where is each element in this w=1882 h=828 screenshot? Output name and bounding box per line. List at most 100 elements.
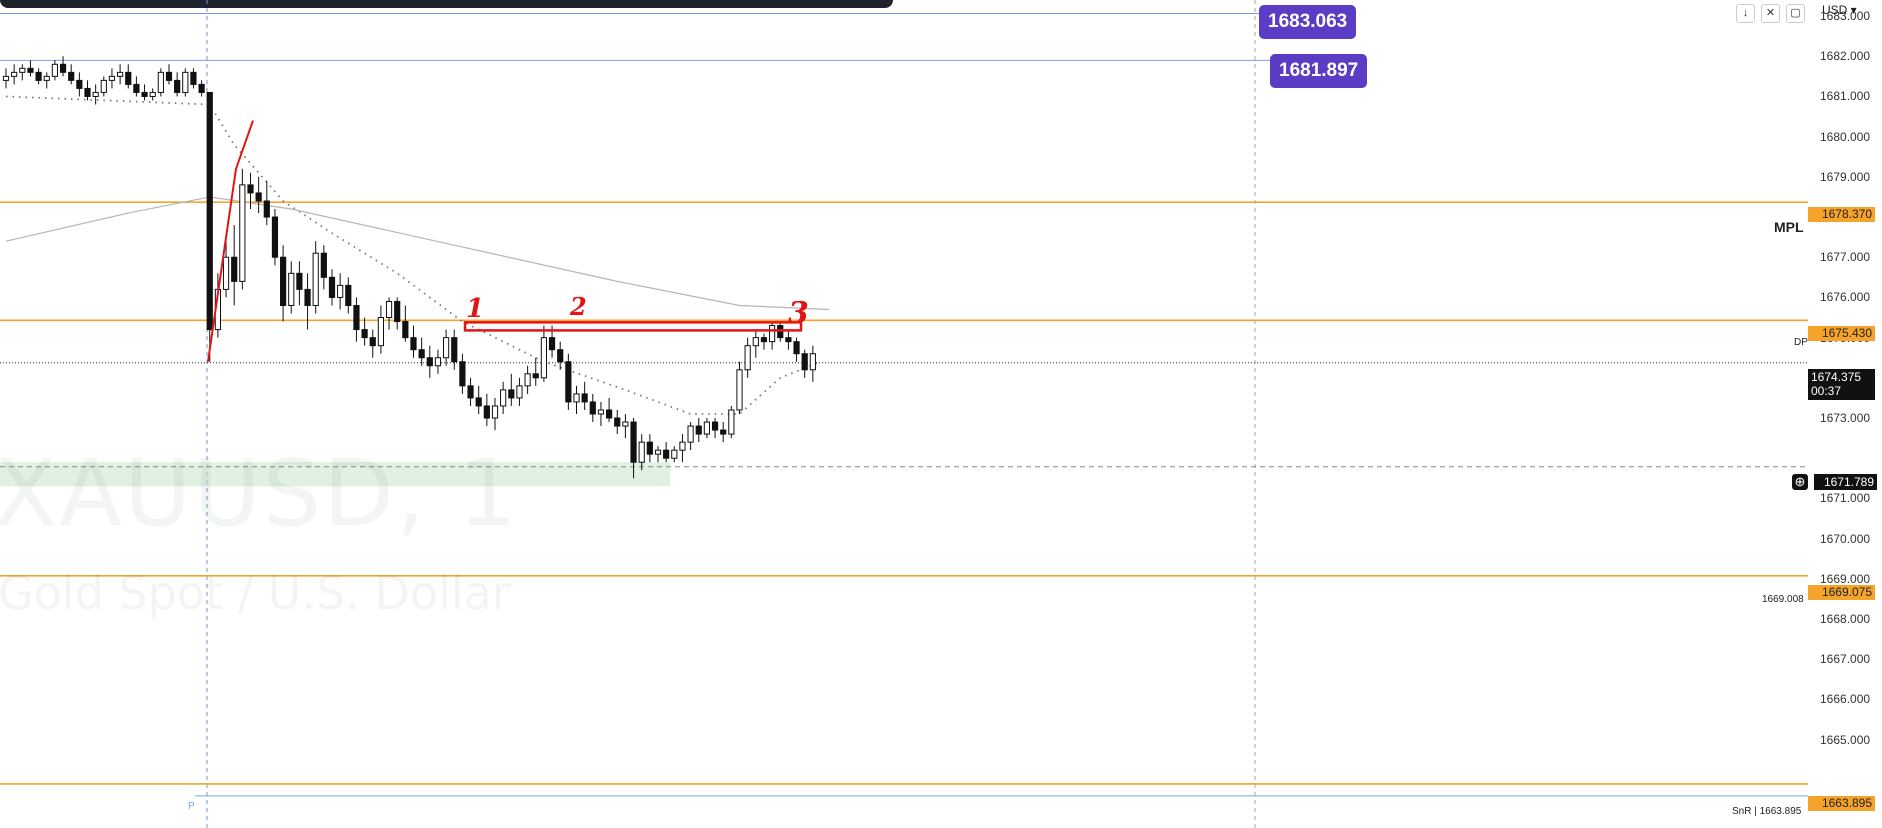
candle	[475, 385, 482, 414]
candle	[589, 393, 596, 423]
candle	[451, 329, 458, 370]
symbol-watermark: XAUUSD, 1	[0, 440, 519, 547]
candle-body	[581, 393, 588, 403]
candle	[671, 446, 678, 463]
top-toolbar	[0, 0, 893, 8]
candle	[565, 353, 572, 410]
level-tag-1663: 1663.895	[1808, 796, 1875, 811]
price-chart[interactable]	[0, 0, 1808, 828]
candle	[141, 84, 148, 101]
candle-body	[377, 317, 384, 347]
candle-body	[2, 75, 10, 81]
price-axis[interactable]	[1808, 0, 1882, 828]
currency-selector[interactable]: USD ▾	[1822, 3, 1857, 17]
candle	[581, 381, 588, 410]
candle-body	[695, 425, 702, 435]
candle	[263, 180, 270, 226]
candle	[84, 80, 91, 101]
level-label-1683[interactable]: 1683.063	[1259, 5, 1357, 39]
candle-body	[271, 216, 279, 258]
candle	[459, 353, 466, 394]
candle	[206, 91, 213, 362]
candle-body	[630, 421, 637, 463]
candle	[679, 434, 686, 463]
candle-body	[606, 409, 613, 419]
price-tick: 1667.000	[1820, 652, 1871, 667]
candle-body	[443, 337, 450, 359]
candle	[426, 345, 433, 378]
candle	[769, 321, 776, 350]
maximize-icon[interactable]: ▢	[1786, 4, 1805, 23]
candle	[43, 72, 50, 89]
candle-body	[793, 341, 800, 355]
candle	[353, 297, 360, 342]
candle-body	[491, 405, 499, 419]
candle	[467, 377, 474, 406]
candle	[728, 405, 735, 439]
arrow-down-icon[interactable]: ↓	[1736, 4, 1755, 23]
candle	[646, 434, 653, 463]
candle	[125, 64, 132, 89]
candle-body	[573, 393, 580, 403]
candle-body	[703, 421, 710, 435]
candle-body	[43, 75, 50, 81]
candle-body	[728, 409, 735, 435]
candle	[524, 365, 531, 394]
candle	[92, 84, 99, 105]
price-tick: 1683.000	[1820, 9, 1871, 24]
candle	[328, 269, 336, 306]
candle	[809, 345, 816, 382]
indicator-dotted-ma	[5, 95, 822, 415]
candle-body	[190, 71, 197, 85]
candle	[793, 337, 800, 362]
candle	[361, 317, 368, 346]
candle-body	[206, 91, 213, 331]
candle-body	[402, 321, 409, 339]
candle-body	[434, 357, 442, 367]
candle-body	[418, 349, 425, 359]
candle-body	[141, 91, 148, 97]
candle-body	[508, 389, 515, 399]
candle	[2, 68, 10, 89]
candle-body	[68, 71, 75, 81]
candle	[247, 172, 254, 210]
candle	[304, 273, 311, 330]
candle	[622, 414, 629, 439]
candle	[557, 341, 564, 370]
candle-body	[524, 373, 531, 387]
candle	[443, 329, 450, 366]
candle-body	[394, 300, 401, 323]
candle	[720, 422, 727, 443]
candle-body	[84, 87, 91, 97]
candle-body	[801, 353, 808, 371]
candle-body	[239, 184, 246, 282]
candle-body	[385, 300, 393, 319]
price-tick: 1677.000	[1820, 250, 1871, 265]
candle	[402, 305, 409, 342]
candle	[573, 385, 580, 414]
candle-body	[597, 409, 605, 415]
drawn-spike-line	[207, 120, 254, 362]
candle-body	[638, 441, 645, 463]
candle-body	[540, 337, 547, 379]
candle-body	[247, 184, 254, 194]
mpl-label: MPL	[1774, 219, 1804, 235]
candle	[654, 446, 662, 463]
candle	[165, 64, 173, 85]
level-label-1681[interactable]: 1681.897	[1270, 54, 1368, 88]
candle	[736, 361, 743, 414]
currency-label: USD	[1822, 3, 1848, 17]
candle-body	[222, 256, 230, 290]
candle-body	[720, 429, 727, 435]
candle	[51, 60, 58, 81]
candle-body	[548, 337, 556, 351]
candle-body	[312, 252, 319, 306]
candle-body	[557, 349, 564, 363]
close-icon[interactable]: ✕	[1761, 4, 1780, 23]
candle-body	[426, 357, 433, 367]
candle-body	[532, 373, 539, 379]
add-alert-plus-icon[interactable]: ⊕	[1792, 474, 1808, 490]
candle-body	[589, 401, 596, 415]
candle-body	[157, 71, 164, 93]
candle	[418, 337, 425, 366]
